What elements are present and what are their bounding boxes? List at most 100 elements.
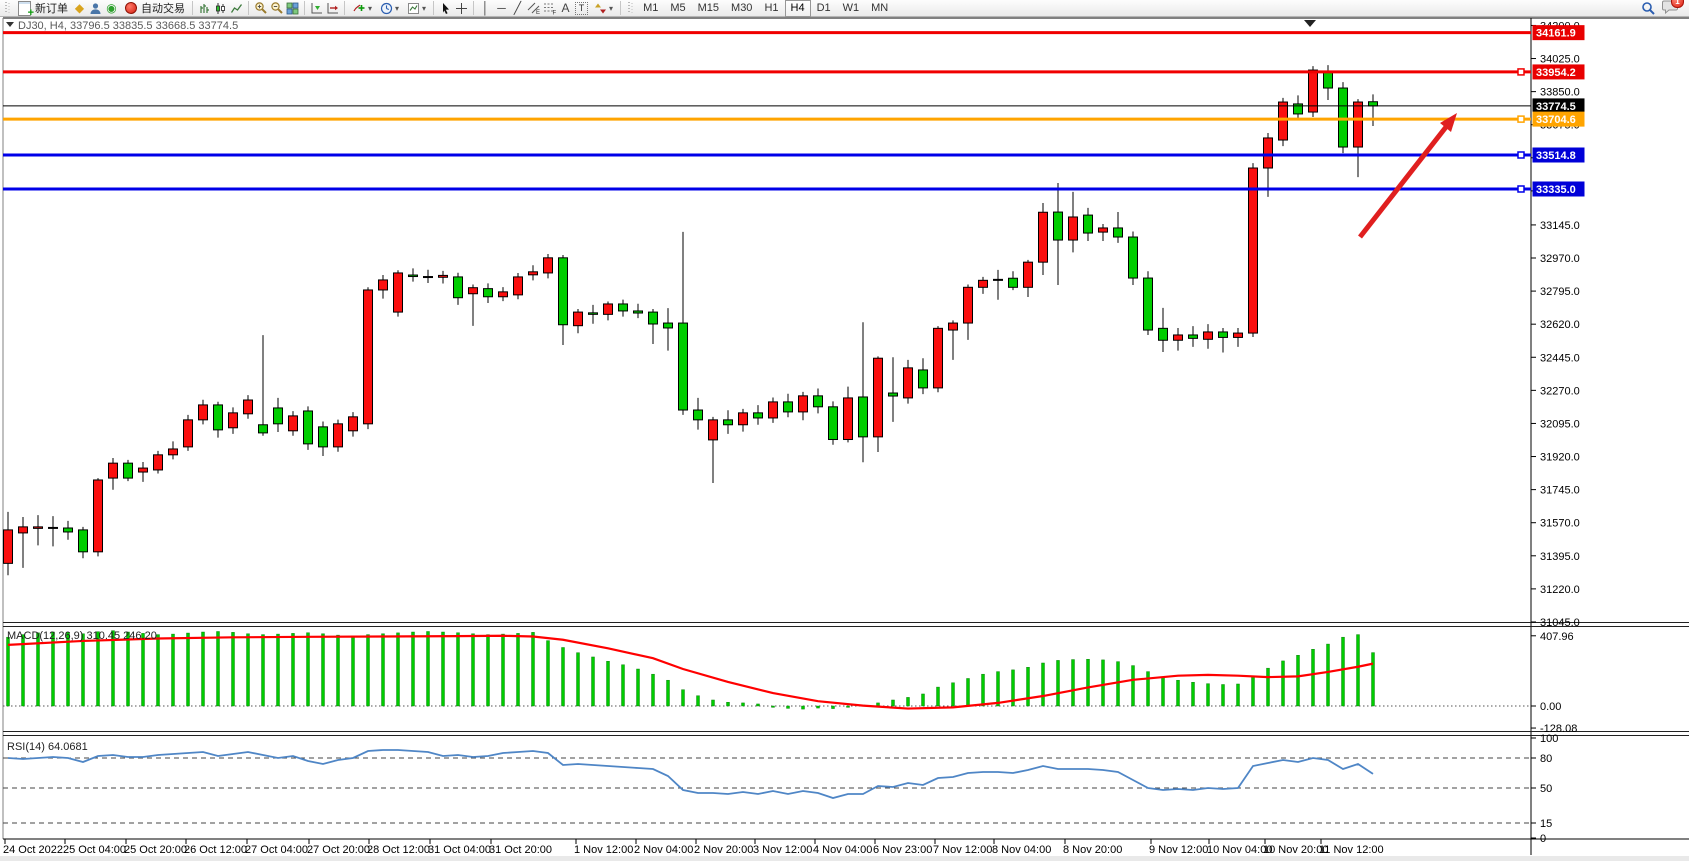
tab-timeframe-mn[interactable]: MN: [871, 2, 889, 14]
candle: [528, 271, 538, 276]
trendline-icon[interactable]: ╱: [513, 1, 522, 15]
templates-button[interactable]: ▾: [403, 0, 429, 16]
candle: [78, 529, 88, 553]
candle: [183, 419, 193, 448]
autotrading-label: 自动交易: [141, 3, 185, 15]
signal-icon[interactable]: ◉: [106, 1, 117, 15]
tile-windows-icon[interactable]: [285, 1, 300, 16]
candle: [918, 369, 928, 389]
candle: [498, 291, 508, 298]
indicators-dropdown-caret: ▾: [368, 3, 373, 13]
rsi-tick-label: 0: [1540, 833, 1546, 845]
candles[interactable]: [3, 69, 1378, 564]
candle: [213, 404, 223, 431]
candle: [1218, 331, 1228, 338]
tab-timeframe-h4[interactable]: H4: [784, 0, 811, 17]
cursor-icon[interactable]: [438, 1, 453, 16]
candle: [438, 274, 448, 278]
price-tick-label: 32445.0: [1540, 352, 1580, 364]
clock-icon: [379, 1, 394, 16]
main-toolbar: + 新订单 ◆ ◉ 自动交易: [0, 0, 1689, 18]
timeframe-toolbar-grip[interactable]: [628, 2, 634, 14]
tab-timeframe-m1[interactable]: M1: [643, 2, 659, 14]
time-tick-label: 25 Oct 20:00: [124, 844, 187, 856]
templates-dropdown-caret: ▾: [422, 3, 427, 13]
price-line-badge: 33774.5: [1536, 101, 1576, 113]
time-tick-label: 8 Nov 04:00: [992, 844, 1051, 856]
candle: [483, 288, 493, 298]
periods-dropdown-caret: ▾: [395, 3, 400, 13]
candle: [543, 257, 553, 274]
arrows-button[interactable]: ▾: [590, 0, 616, 16]
time-tick-label: 3 Nov 12:00: [753, 844, 812, 856]
time-tick-label: 31 Oct 20:00: [489, 844, 552, 856]
candle: [3, 529, 13, 564]
price-tick-label: 33850.0: [1540, 87, 1580, 99]
symbol-collapse-icon[interactable]: [6, 22, 14, 27]
tab-timeframe-h1[interactable]: H1: [764, 2, 779, 14]
periods-button[interactable]: ▾: [376, 0, 402, 16]
auto-scroll-icon[interactable]: [309, 1, 324, 16]
autotrading-button[interactable]: 自动交易: [120, 0, 188, 16]
fibonacci-icon[interactable]: F: [542, 1, 557, 16]
candle: [1308, 69, 1318, 113]
time-tick-label: 6 Nov 23:00: [873, 844, 932, 856]
rsi-tick-label: 50: [1540, 783, 1552, 795]
price-axis[interactable]: 34200.034025.033850.033675.033500.033325…: [1531, 20, 1585, 629]
chart-shift-marker[interactable]: [1304, 20, 1316, 27]
price-tick-label: 31395.0: [1540, 551, 1580, 563]
candle: [858, 396, 868, 438]
rsi-tick-label: 15: [1540, 818, 1552, 830]
chart-shift-icon[interactable]: [325, 1, 340, 16]
zoom-in-icon[interactable]: [253, 1, 268, 16]
rsi-label: RSI(14) 64.0681: [7, 741, 88, 753]
toolbar-grip[interactable]: [5, 2, 10, 14]
indicators-icon: [352, 1, 367, 16]
candle: [1188, 334, 1198, 339]
candle: [63, 527, 73, 533]
price-line-badge: 34161.9: [1536, 28, 1576, 40]
candle: [168, 448, 178, 456]
text-label-icon[interactable]: T: [574, 1, 589, 16]
chat-button[interactable]: 1: [1662, 0, 1684, 17]
bar-chart-icon[interactable]: [197, 1, 212, 16]
tab-timeframe-d1[interactable]: D1: [816, 2, 831, 14]
candlestick-chart-icon[interactable]: [213, 1, 228, 16]
candle: [108, 462, 118, 479]
gold-box-icon[interactable]: ◆: [74, 1, 85, 15]
price-tick-label: 32970.0: [1540, 253, 1580, 265]
candle: [303, 410, 313, 445]
price-line-badge: 33335.0: [1536, 184, 1576, 196]
time-tick-label: 28 Oct 12:00: [367, 844, 430, 856]
text-icon[interactable]: A: [561, 1, 570, 15]
timeframe-toolbar: M1 M5 M15 M30 H1 H4 D1 W1 MN: [637, 0, 894, 17]
tab-timeframe-m5[interactable]: M5: [670, 2, 686, 14]
price-line-badge: 33514.8: [1536, 150, 1576, 162]
candle: [1263, 137, 1273, 169]
price-tick-label: 32270.0: [1540, 385, 1580, 397]
autotrading-icon: [123, 1, 138, 16]
tab-timeframe-w1[interactable]: W1: [842, 2, 860, 14]
candle: [618, 303, 628, 312]
candle: [1173, 334, 1183, 341]
new-order-button[interactable]: + 新订单: [14, 0, 71, 18]
trend-arrow[interactable]: [1358, 113, 1457, 239]
equidistant-channel-icon[interactable]: E: [526, 1, 541, 16]
search-icon[interactable]: [1641, 1, 1656, 16]
price-tick-label: 31220.0: [1540, 584, 1580, 596]
chart-frame: [0, 17, 1689, 861]
indicators-button[interactable]: ▾: [349, 0, 375, 16]
profile-icon[interactable]: [88, 1, 103, 16]
horizontal-line-icon[interactable]: ─: [497, 1, 506, 15]
vertical-line-icon[interactable]: │: [481, 1, 490, 15]
tab-timeframe-m30[interactable]: M30: [731, 2, 753, 14]
new-order-label: 新订单: [35, 3, 68, 15]
candle: [678, 322, 688, 411]
zoom-out-icon[interactable]: [269, 1, 284, 16]
tab-timeframe-m15[interactable]: M15: [697, 2, 720, 14]
horizontal-lines: [3, 31, 1531, 193]
line-chart-icon[interactable]: [229, 1, 244, 16]
crosshair-icon[interactable]: [454, 1, 469, 16]
